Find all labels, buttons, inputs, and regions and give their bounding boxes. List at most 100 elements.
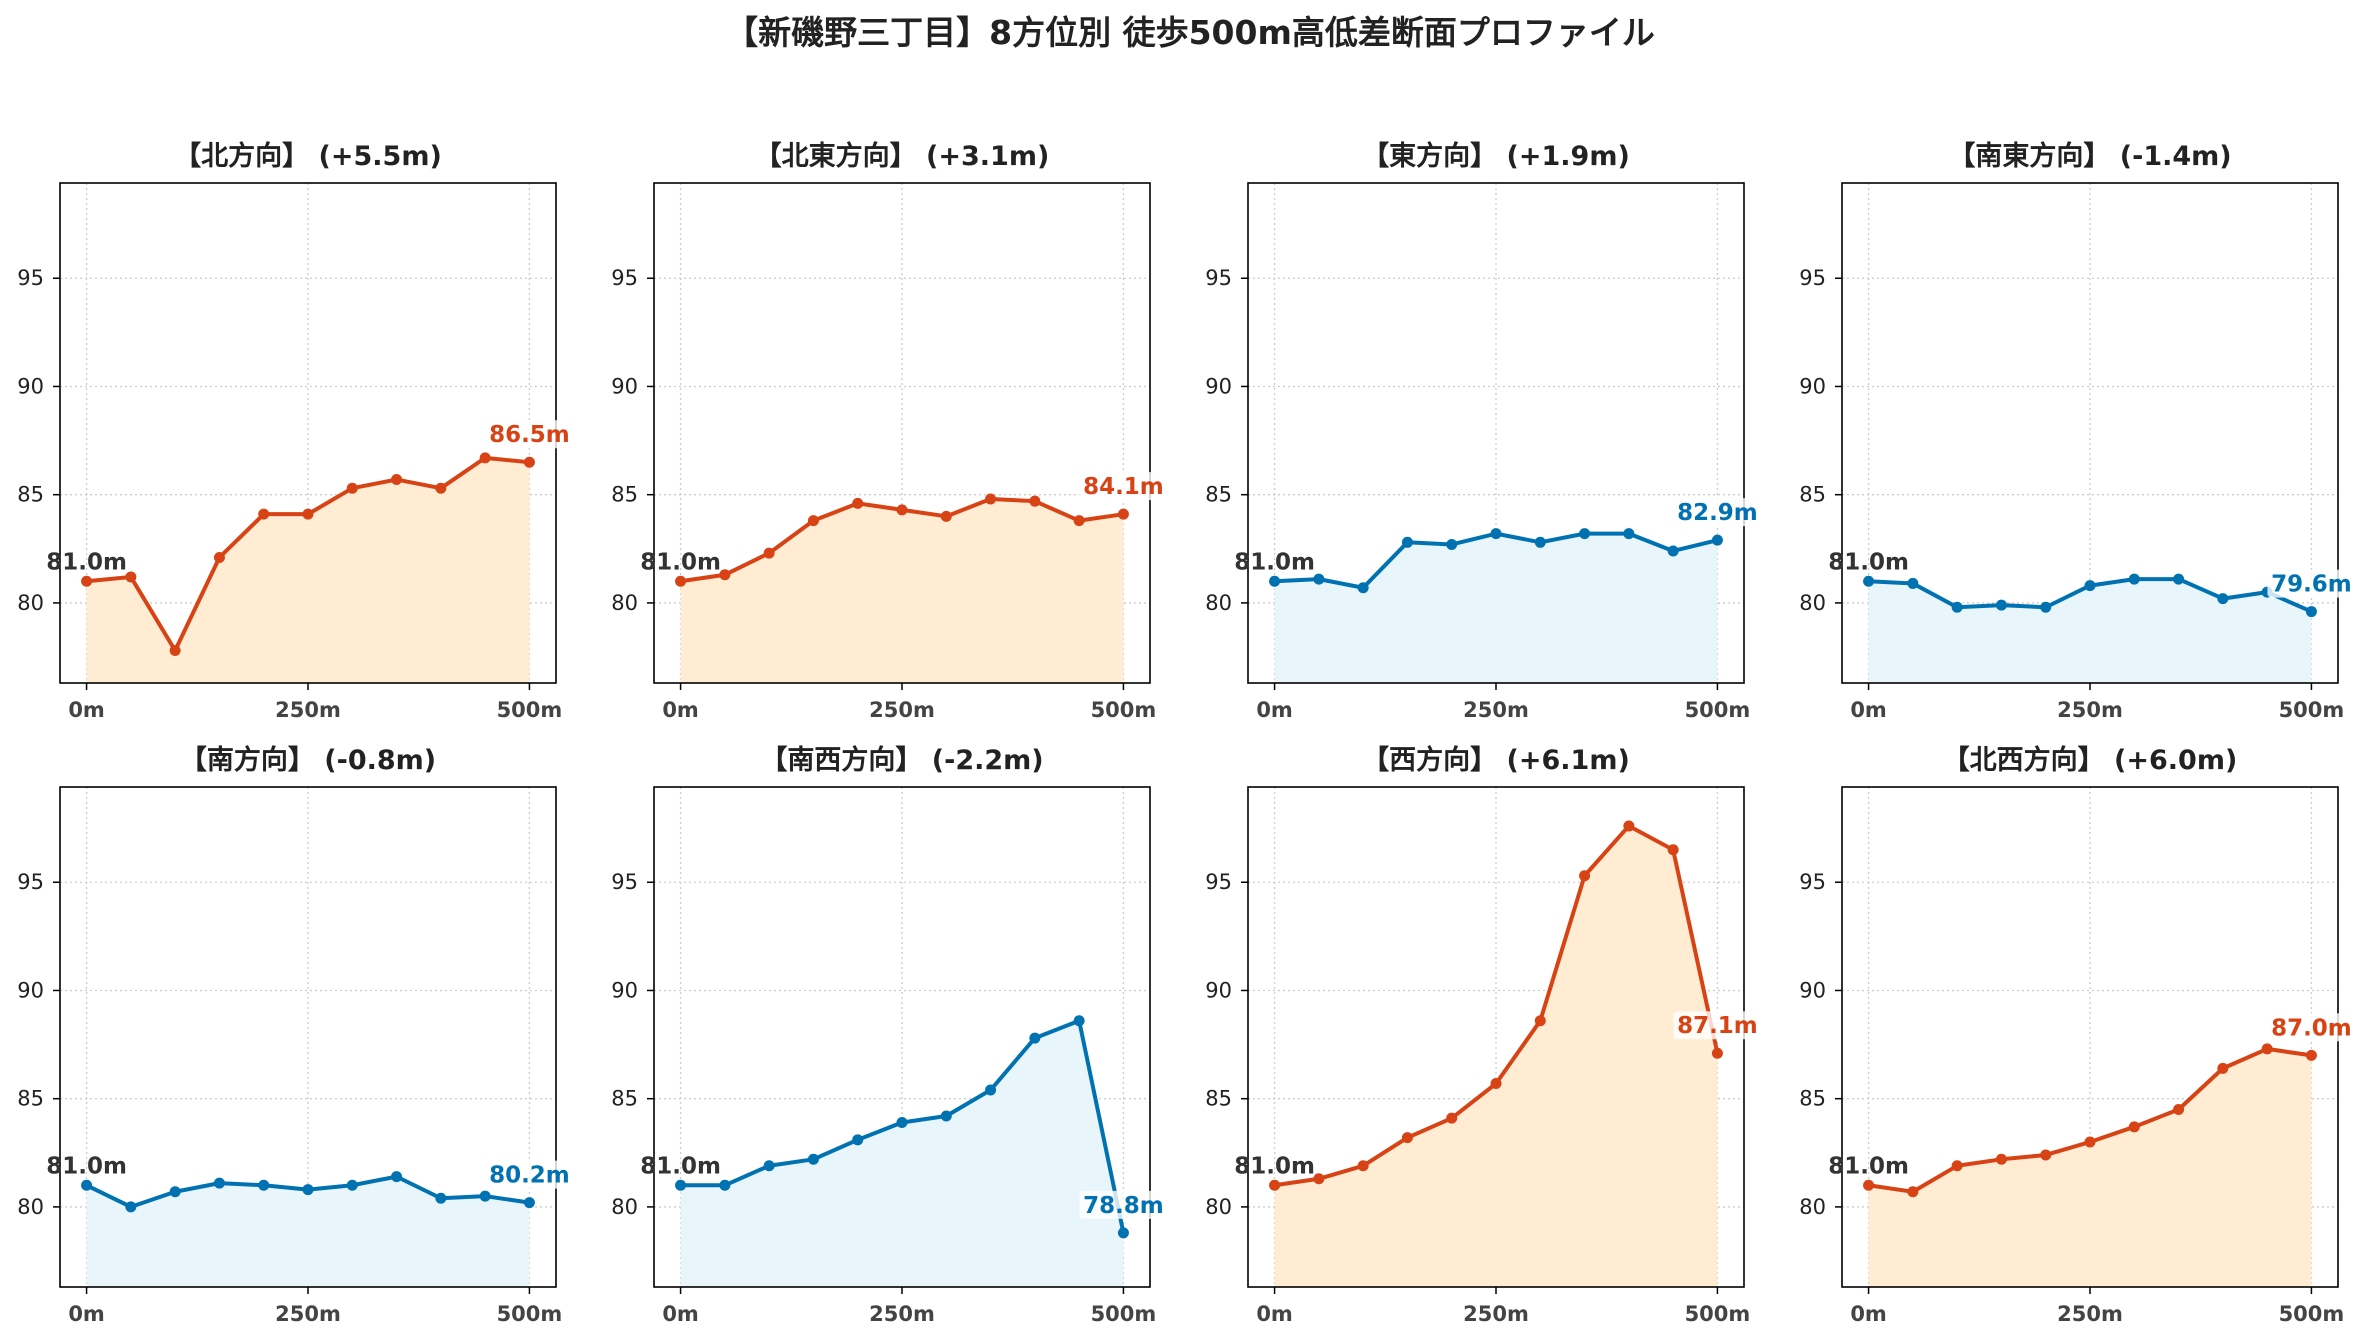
data-point xyxy=(940,1110,952,1122)
area-fill xyxy=(680,499,1124,683)
area-fill xyxy=(1274,825,1718,1287)
y-tick-label: 80 xyxy=(611,1195,638,1219)
y-tick-label: 80 xyxy=(17,1195,44,1219)
data-point xyxy=(1667,844,1679,856)
end-label-box xyxy=(2267,1013,2356,1042)
area-fill xyxy=(1868,579,2312,683)
x-tick-label: 250m xyxy=(869,698,935,722)
data-point xyxy=(391,1171,403,1183)
data-point xyxy=(1490,1078,1502,1090)
panel-4: 【南東方向】 (-1.4m) 80 85 90 95 0m 250m 500m 81.0m 79.… xyxy=(1799,140,2356,722)
area-fill xyxy=(86,457,530,683)
data-point xyxy=(523,1197,535,1209)
y-tick-label: 80 xyxy=(611,591,638,615)
data-point xyxy=(1117,508,1129,520)
end-label-box xyxy=(1079,1190,1168,1219)
data-point xyxy=(2217,1062,2229,1074)
y-tick-label: 95 xyxy=(611,266,638,290)
x-tick-label: 0m xyxy=(662,1302,699,1326)
y-tick-label: 85 xyxy=(611,483,638,507)
x-tick-label: 500m xyxy=(1685,698,1751,722)
data-point xyxy=(1313,1173,1325,1185)
start-value-label: 81.0m xyxy=(1828,1153,1909,1179)
data-point xyxy=(2084,580,2096,592)
data-point xyxy=(1623,820,1635,832)
data-point xyxy=(258,1179,270,1191)
data-point xyxy=(1073,1015,1085,1027)
panel-title: 【南東方向】 (-1.4m) xyxy=(1948,140,2231,172)
start-value-label: 81.0m xyxy=(1234,549,1315,575)
data-point xyxy=(896,1116,908,1128)
data-point xyxy=(169,1186,181,1198)
start-value-label: 81.0m xyxy=(46,549,127,575)
x-tick-label: 500m xyxy=(497,698,563,722)
data-point xyxy=(719,569,731,581)
x-tick-label: 250m xyxy=(1463,698,1529,722)
data-point xyxy=(1711,534,1723,546)
data-point xyxy=(2173,573,2185,585)
data-point xyxy=(346,1179,358,1191)
start-value-label: 81.0m xyxy=(640,1153,721,1179)
y-tick-label: 90 xyxy=(17,374,44,398)
end-value-label: 87.0m xyxy=(2271,1015,2352,1041)
data-point xyxy=(169,645,181,657)
start-value-label: 81.0m xyxy=(1828,549,1909,575)
end-label-box xyxy=(1673,498,1762,527)
data-point xyxy=(1269,1179,1281,1191)
data-point xyxy=(1490,528,1502,540)
y-tick-label: 85 xyxy=(1799,483,1826,507)
data-point xyxy=(346,482,358,494)
data-point xyxy=(2040,601,2052,613)
data-point xyxy=(1995,1153,2007,1165)
area-fill xyxy=(86,1176,530,1287)
y-tick-label: 90 xyxy=(1205,374,1232,398)
data-point xyxy=(523,456,535,468)
data-point xyxy=(985,1084,997,1096)
x-tick-label: 250m xyxy=(869,1302,935,1326)
data-point xyxy=(1579,528,1591,540)
data-point xyxy=(1029,495,1041,507)
data-point xyxy=(1313,573,1325,585)
data-point xyxy=(213,1177,225,1189)
end-label-box xyxy=(485,1160,574,1189)
area-fill xyxy=(680,1020,1124,1287)
panel-title: 【北西方向】 (+6.0m) xyxy=(1943,744,2238,776)
end-label-box xyxy=(485,420,574,449)
data-point xyxy=(435,1192,447,1204)
x-tick-label: 0m xyxy=(68,698,105,722)
data-point xyxy=(1534,536,1546,548)
panel-3: 【東方向】 (+1.9m) 80 85 90 95 0m 250m 500m 81.0m 82.9… xyxy=(1205,140,1762,722)
y-tick-label: 85 xyxy=(17,1087,44,1111)
y-tick-label: 90 xyxy=(611,374,638,398)
data-point xyxy=(258,508,270,520)
data-point xyxy=(2261,1043,2273,1055)
data-point xyxy=(1907,1186,1919,1198)
data-point xyxy=(1711,1047,1723,1059)
data-point xyxy=(2217,593,2229,605)
panel-5: 【南方向】 (-0.8m) 80 85 90 95 0m 250m 500m 81.0m 80.2… xyxy=(17,744,574,1326)
y-tick-label: 95 xyxy=(1205,266,1232,290)
data-point xyxy=(1357,582,1369,594)
data-point xyxy=(719,1179,731,1191)
data-point xyxy=(1623,528,1635,540)
panel-title: 【東方向】 (+1.9m) xyxy=(1362,140,1630,172)
y-tick-label: 80 xyxy=(1205,591,1232,615)
x-tick-label: 0m xyxy=(1850,1302,1887,1326)
y-tick-label: 80 xyxy=(1205,1195,1232,1219)
end-value-label: 87.1m xyxy=(1677,1013,1758,1039)
y-tick-label: 85 xyxy=(1205,1087,1232,1111)
data-point xyxy=(1863,575,1875,587)
data-point xyxy=(302,1184,314,1196)
panel-8: 【北西方向】 (+6.0m) 80 85 90 95 0m 250m 500m 81.0m 87.… xyxy=(1799,744,2356,1326)
y-tick-label: 95 xyxy=(17,870,44,894)
panel-2: 【北東方向】 (+3.1m) 80 85 90 95 0m 250m 500m 81.0m 84.… xyxy=(611,140,1168,722)
y-tick-label: 90 xyxy=(17,978,44,1002)
data-point xyxy=(1357,1160,1369,1172)
data-point xyxy=(1534,1015,1546,1027)
y-tick-label: 95 xyxy=(1799,870,1826,894)
data-point xyxy=(852,1134,864,1146)
y-tick-label: 95 xyxy=(1799,266,1826,290)
data-point xyxy=(852,497,864,509)
x-tick-label: 500m xyxy=(1091,1302,1157,1326)
y-tick-label: 90 xyxy=(611,978,638,1002)
